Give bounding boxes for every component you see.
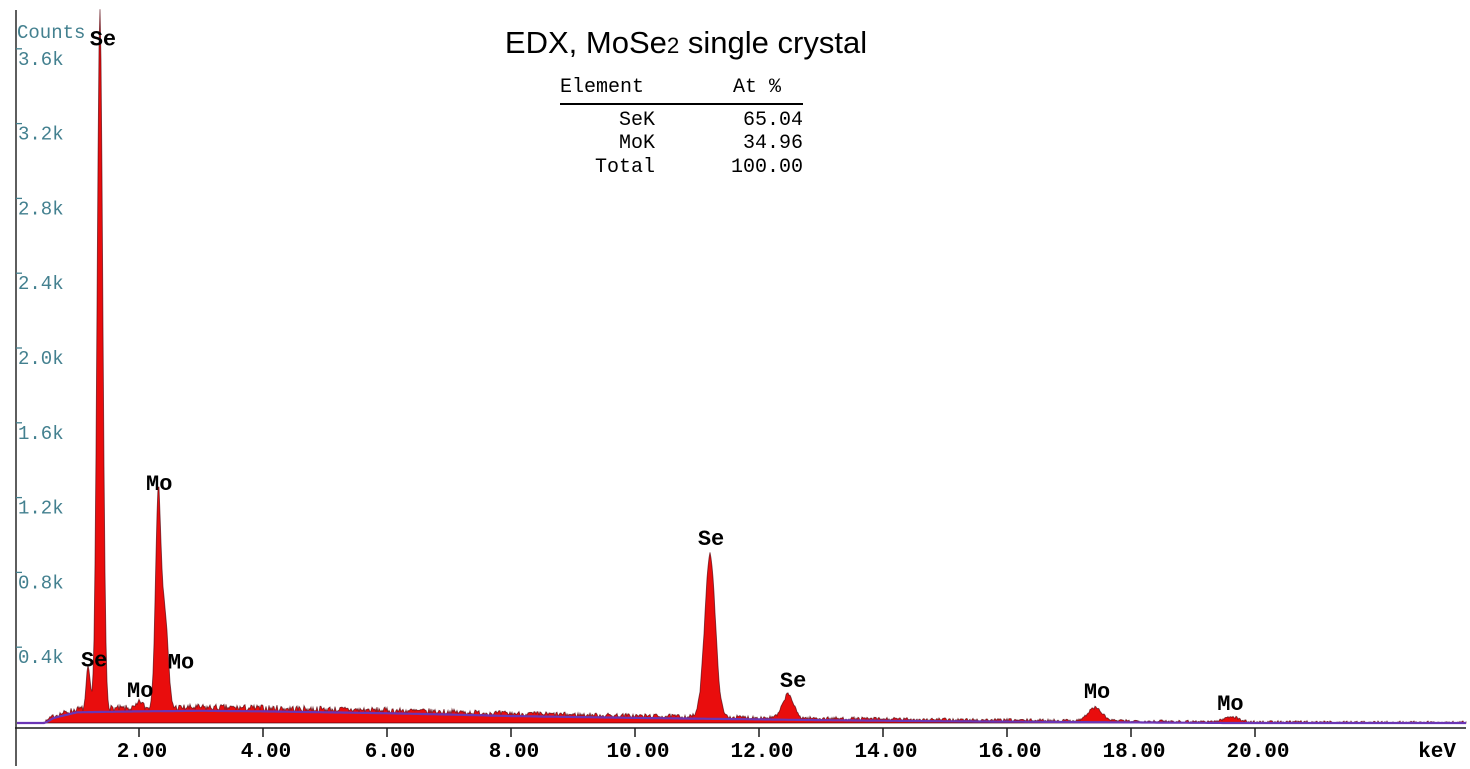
chart-title-prefix: EDX, MoSe (504, 25, 667, 60)
x-tick-label: 8.00 (489, 741, 539, 764)
x-axis-unit-label: keV (1418, 741, 1456, 764)
chart-title-subscript: 2 (666, 33, 680, 58)
chart-title-suffix: single crystal (679, 25, 868, 60)
x-tick-label: 2.00 (117, 741, 167, 764)
peak-label-Mo-La: Mo (146, 472, 172, 497)
quant-table-header: Element At % (560, 76, 803, 105)
y-tick-label: 0.8k (18, 572, 64, 594)
peak-label-Se-Kb: Se (780, 669, 806, 694)
x-tick-label: 14.00 (854, 741, 917, 764)
table-row: MoK 34.96 (560, 132, 803, 156)
table-row: SeK 65.04 (560, 109, 803, 133)
peak-label-Mo-Kb: Mo (1217, 692, 1243, 717)
peak-label-Mo-Lb: Mo (168, 650, 194, 675)
y-axis-title: Counts (17, 22, 85, 44)
quant-row-atpct: 100.00 (730, 155, 803, 179)
peak-label-Mo-Ka: Mo (1084, 680, 1110, 705)
peak-label-Se-La: Se (90, 27, 116, 52)
y-tick-label: 2.0k (18, 348, 64, 370)
x-tick-label: 4.00 (241, 741, 291, 764)
y-tick-label: 1.6k (18, 423, 64, 445)
peak-label-Se-Ll: Se (81, 649, 107, 674)
quant-row-atpct: 65.04 (742, 108, 803, 132)
quant-row-element: MoK (618, 132, 655, 155)
y-tick-label: 3.2k (18, 124, 64, 146)
y-tick-label: 2.8k (18, 198, 64, 220)
y-tick-label: 2.4k (18, 273, 64, 295)
quant-row-atpct: 34.96 (742, 132, 803, 155)
peak-label-Se-Ka: Se (698, 527, 724, 552)
quant-row-element: Total (594, 155, 655, 179)
x-tick-label: 12.00 (730, 741, 793, 764)
x-tick-label: 20.00 (1226, 741, 1289, 764)
quant-table-rows: SeK 65.04 MoK 34.96 Total 100.00 (560, 109, 803, 180)
x-tick-label: 16.00 (978, 741, 1041, 764)
x-tick-label: 18.00 (1102, 741, 1165, 764)
peak-label-Mo-Ll: Mo (127, 679, 153, 704)
quantification-table: Element At % SeK 65.04 MoK 34.96 Total 1… (560, 76, 803, 179)
table-row: Total 100.00 (560, 156, 803, 180)
x-tick-label: 10.00 (606, 741, 669, 764)
y-tick-label: 1.2k (18, 498, 64, 520)
y-tick-label: 0.4k (18, 647, 64, 669)
spectrum-trace (17, 9, 1467, 724)
background-fit-line (17, 709, 1466, 725)
quant-header-atpct: At % (732, 76, 781, 99)
quant-row-element: SeK (618, 108, 655, 132)
quant-header-element: Element (560, 76, 645, 99)
x-tick-label: 6.00 (365, 741, 415, 764)
chart-title: EDX, MoSe2 single crystal (505, 25, 867, 61)
y-tick-label: 3.6k (18, 49, 64, 71)
